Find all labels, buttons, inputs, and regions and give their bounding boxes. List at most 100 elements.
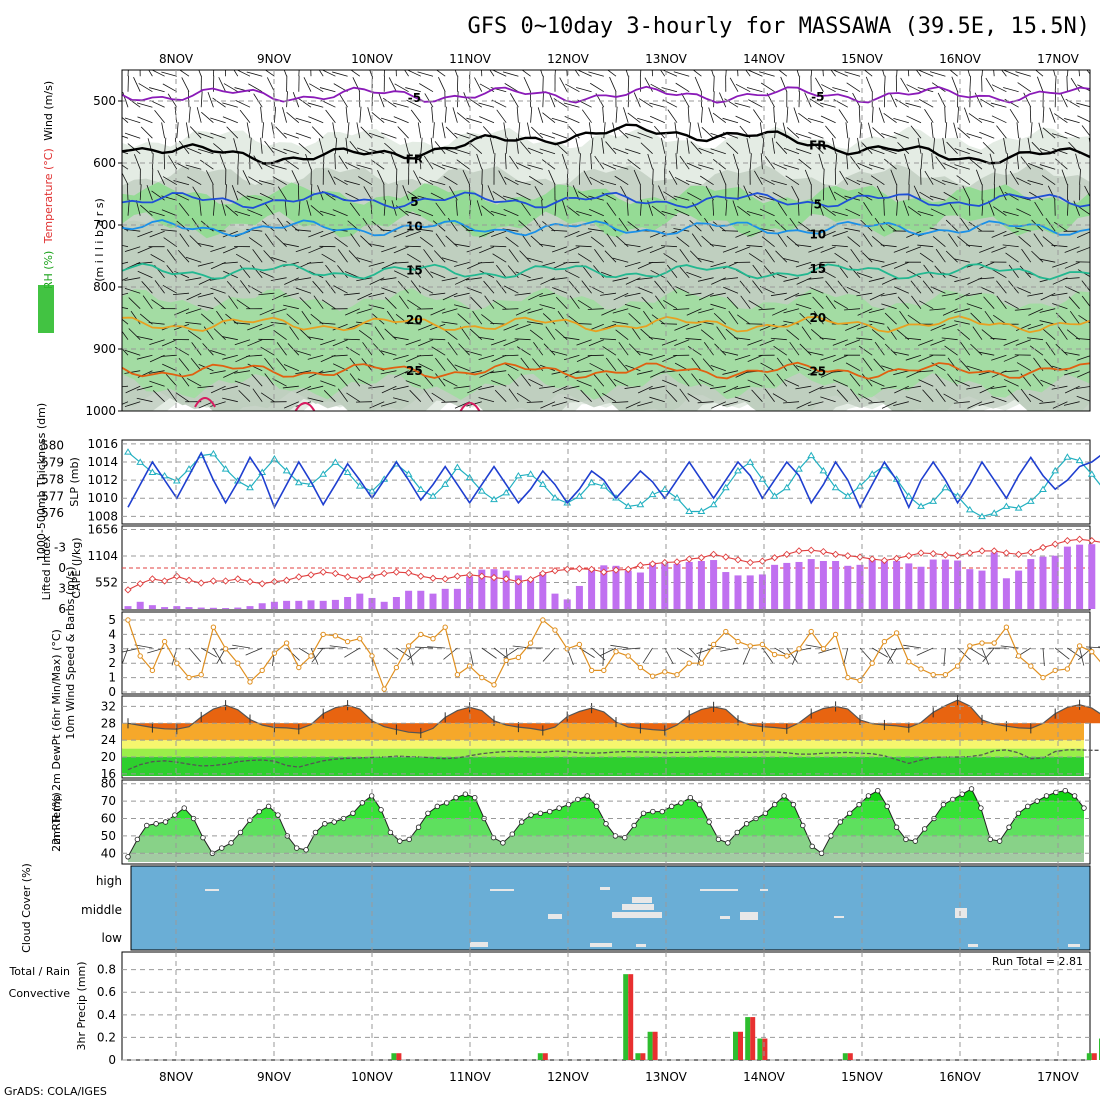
wind-barb — [760, 153, 763, 170]
lifted-index-point — [307, 571, 315, 579]
temperature-tick-label: 32 — [101, 699, 116, 713]
wind-barb — [502, 354, 519, 357]
wind-barb — [828, 185, 836, 201]
wind-barb — [764, 373, 775, 387]
temperature-contour-30 — [194, 397, 216, 408]
wind-barb — [649, 385, 665, 390]
wind-barb — [1042, 106, 1045, 123]
wind-barb — [650, 269, 665, 279]
wind-barb — [338, 155, 348, 170]
wind-barb — [404, 370, 421, 374]
date-label-top: 14NOV — [743, 52, 785, 66]
cape-bar — [222, 608, 230, 609]
wind-barb — [993, 70, 995, 77]
wind-barb — [660, 137, 666, 154]
wind-barb — [623, 107, 629, 123]
wind-barb — [539, 304, 556, 310]
wind-barb — [1002, 244, 1019, 248]
wind-barb — [410, 109, 422, 123]
wind-barb — [124, 132, 141, 139]
wind-barb — [394, 83, 409, 93]
wind-barb — [196, 107, 202, 123]
wind-barb — [1014, 308, 1031, 311]
wind-barb — [565, 83, 580, 93]
wind-barb — [124, 370, 141, 374]
wind-barb — [405, 339, 421, 346]
cape-bar — [990, 552, 998, 609]
rh-point — [622, 834, 628, 841]
cape-bar — [832, 561, 840, 609]
wind-barb — [1002, 370, 1019, 373]
wind-barb — [601, 162, 617, 170]
wind-speed-point — [869, 660, 875, 666]
wind-barb — [637, 401, 653, 407]
cloud-level-label: high — [96, 874, 122, 888]
wind-barb — [942, 308, 958, 316]
wind-barb — [537, 107, 544, 123]
wind-barb — [526, 401, 543, 403]
wind-barb — [575, 245, 592, 248]
wind-barb — [1066, 75, 1068, 92]
wind-barb — [913, 185, 922, 201]
wind-barb — [222, 385, 238, 391]
wind-barb — [795, 385, 812, 390]
wind-barb — [1001, 70, 1007, 77]
wind-barb-10m — [622, 647, 641, 650]
wind-barb-10m — [407, 647, 422, 661]
wind-barb — [1004, 191, 1019, 201]
wind-barb — [627, 75, 630, 92]
wind-barb — [678, 265, 690, 278]
lifted-index-point — [368, 572, 376, 580]
wind-barb — [663, 191, 678, 201]
wind-barb — [569, 295, 580, 309]
wind-barb — [1075, 386, 1090, 389]
wind-barb — [468, 97, 483, 108]
wind-barb-10m — [793, 647, 812, 653]
wind-barb — [187, 91, 190, 108]
wind-barb — [246, 71, 263, 77]
wind-barb — [679, 388, 690, 402]
pressure-tick-label: 700 — [93, 218, 116, 232]
temperature-area-hot — [128, 700, 1100, 733]
wind-barb — [307, 102, 324, 108]
wind-barb — [252, 388, 263, 402]
wind-barb — [881, 303, 897, 310]
wind-barb — [849, 265, 861, 278]
cape-bar — [124, 606, 132, 609]
wind-barb — [833, 300, 849, 310]
wind-barb — [503, 363, 519, 372]
wind-barb — [295, 117, 312, 124]
wind-barb — [931, 153, 934, 170]
wind-barb — [162, 176, 178, 186]
wind-barb — [307, 336, 324, 341]
cape-bar — [246, 606, 254, 609]
wind-barb-10m — [232, 644, 251, 649]
lifted-index-point — [966, 549, 974, 557]
rh-point — [462, 791, 469, 797]
thickness-point — [965, 505, 974, 513]
wind-barb — [809, 98, 824, 108]
wind-barb — [907, 314, 922, 325]
wind-barb — [487, 185, 495, 201]
wind-barb — [1019, 265, 1032, 278]
wind-barb — [527, 147, 543, 155]
rh-tick-label: 80 — [101, 777, 116, 791]
wind-barb — [273, 329, 287, 341]
wind-barb — [332, 323, 348, 331]
wind-barb — [681, 93, 690, 108]
wind-barb — [1023, 92, 1032, 108]
wind-barb — [691, 373, 702, 387]
wind-barb — [746, 210, 763, 217]
wind-barb — [726, 142, 739, 154]
thickness-point — [795, 465, 803, 472]
cloud-cover-axis-label: Cloud Cover (%) — [20, 863, 33, 953]
wind-speed-point — [491, 682, 497, 688]
wind-barb — [381, 246, 397, 253]
wind-barb — [624, 243, 641, 248]
wind-speed-point — [906, 659, 912, 665]
wind-barb — [861, 373, 873, 387]
wind-barb — [845, 362, 861, 372]
wind-barb — [667, 109, 678, 123]
rh-point — [415, 824, 422, 830]
